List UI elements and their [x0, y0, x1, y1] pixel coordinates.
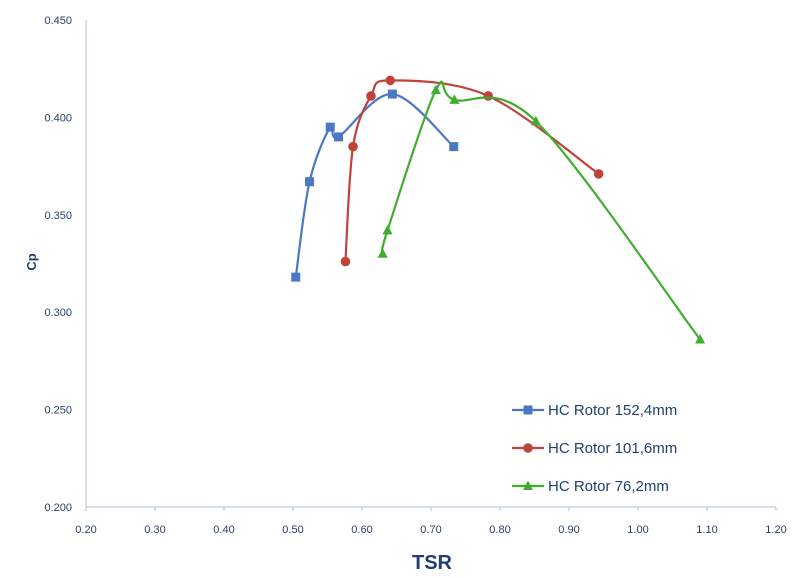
- series-line: [344, 79, 600, 262]
- y-axis-title: Cp: [24, 253, 39, 270]
- legend-label: HC Rotor 152,4mm: [548, 402, 677, 419]
- x-tick-label: 1.10: [696, 524, 717, 536]
- y-tick-labels: 0.200 0.250 0.300 0.350 0.400 0.450: [44, 15, 72, 514]
- data-point: [377, 248, 388, 258]
- data-point: [334, 132, 344, 142]
- x-tick-label: 0.90: [558, 524, 579, 536]
- y-tick-label: 0.300: [44, 307, 72, 319]
- series-layer: [291, 75, 706, 344]
- data-point: [449, 94, 460, 104]
- x-tick-label: 0.40: [213, 524, 234, 536]
- legend-label: HC Rotor 101,6mm: [548, 440, 677, 457]
- legend-marker: [523, 405, 533, 415]
- data-point: [695, 333, 706, 344]
- legend-item: HC Rotor 76,2mm: [512, 478, 669, 495]
- x-tick-label: 0.70: [420, 524, 441, 536]
- y-tick-label: 0.200: [44, 502, 72, 514]
- legend-item: HC Rotor 101,6mm: [512, 440, 677, 457]
- data-point: [530, 115, 541, 126]
- data-point: [325, 122, 335, 132]
- y-tick-label: 0.450: [44, 15, 72, 27]
- data-point: [483, 91, 494, 101]
- x-tick-label: 0.60: [351, 524, 372, 536]
- data-point: [305, 177, 315, 187]
- x-tick-label: 0.50: [282, 524, 303, 536]
- data-point: [430, 84, 441, 95]
- legend: HC Rotor 152,4mm HC Rotor 101,6mm HC Rotor…: [512, 402, 677, 495]
- legend-marker: [523, 443, 533, 453]
- data-point: [340, 256, 351, 267]
- series-152-4mm: [291, 89, 459, 282]
- data-point: [366, 91, 376, 101]
- x-tick-label: 0.80: [489, 524, 510, 536]
- data-point: [291, 272, 301, 282]
- legend-marker: [523, 480, 533, 490]
- axes: [85, 20, 776, 508]
- data-point: [385, 75, 396, 86]
- data-point: [382, 224, 393, 235]
- legend-item: HC Rotor 152,4mm: [512, 402, 677, 419]
- y-tick-label: 0.400: [44, 112, 72, 124]
- y-tick-label: 0.250: [44, 405, 72, 417]
- x-tick-label: 1.20: [765, 524, 786, 536]
- x-tick-label: 0.20: [75, 524, 96, 536]
- x-tick-label: 1.00: [627, 524, 648, 536]
- y-tick-label: 0.350: [44, 210, 72, 222]
- x-tick-label: 0.30: [144, 524, 165, 536]
- data-point: [593, 169, 604, 179]
- data-point: [387, 89, 397, 99]
- series-101-6mm: [340, 75, 604, 267]
- data-point: [449, 142, 459, 152]
- legend-label: HC Rotor 76,2mm: [548, 478, 669, 495]
- x-axis-title: TSR: [412, 552, 453, 574]
- x-tick-labels: 0.20 0.30 0.40 0.50 0.60 0.70 0.80 0.90 1.00 1.10…: [75, 507, 787, 536]
- series-76-2mm: [377, 80, 706, 344]
- series-line: [294, 92, 455, 278]
- data-point: [348, 141, 358, 152]
